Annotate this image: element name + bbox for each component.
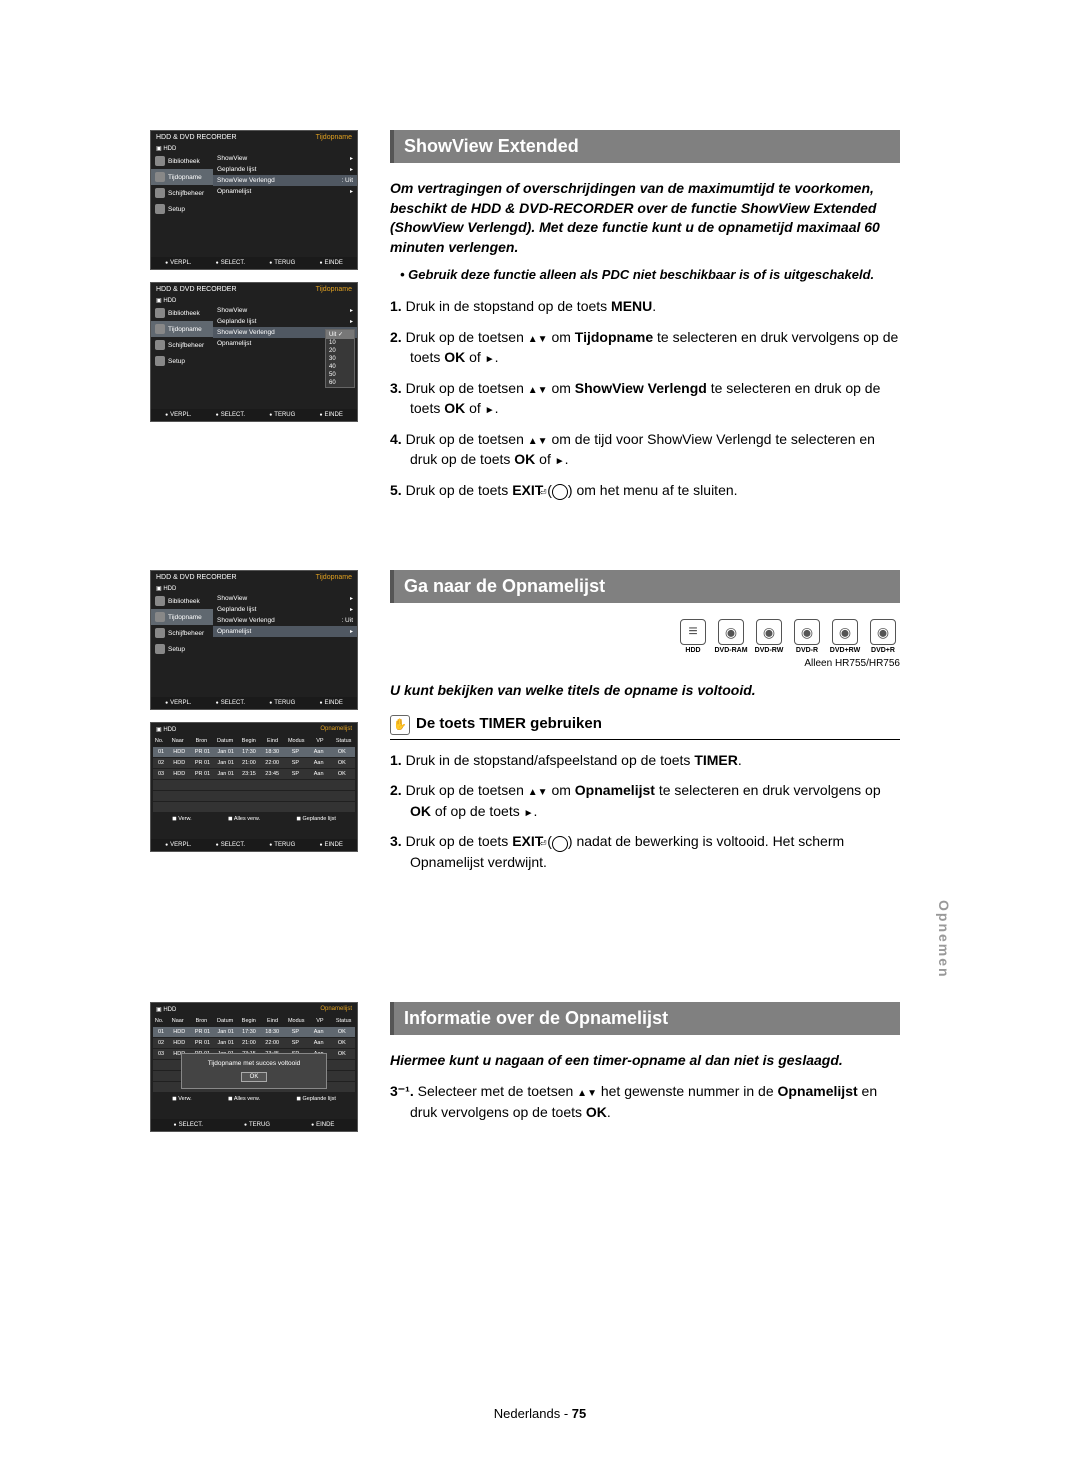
disc-note: Alleen HR755/HR756 — [390, 658, 900, 669]
osd-table-1: ▣ HDDOpnamelijst No.NaarBronDatumBeginEi… — [150, 722, 358, 852]
hand-icon — [390, 715, 416, 732]
bullet-1: Gebruik deze functie alleen als PDC niet… — [400, 267, 900, 282]
sub-title-2: De toets TIMER gebruiken — [390, 711, 900, 740]
steps-3: 3⁻¹. Selecteer met de toetsen het gewens… — [390, 1081, 900, 1122]
section-title-3: Informatie over de Opnamelijst — [390, 1002, 900, 1035]
section-title-2: Ga naar de Opnamelijst — [390, 570, 900, 603]
intro-2: U kunt bekijken van welke titels de opna… — [390, 681, 900, 701]
up-down-icon — [528, 329, 548, 345]
steps-1: 1. Druk in de stopstand op de toets MENU… — [390, 296, 900, 500]
intro-3: Hiermee kunt u nagaan of een timer-opnam… — [390, 1051, 900, 1071]
exit-icon — [552, 484, 568, 500]
right-icon — [485, 349, 495, 365]
steps-2: 1. Druk in de stopstand/afspeelstand op … — [390, 750, 900, 872]
osd-screenshot-1: HDD & DVD RECORDERTijdopname ▣ HDD Bibli… — [150, 130, 358, 270]
side-tab: Opnemen — [936, 900, 952, 979]
intro-1: Om vertragingen of overschrijdingen van … — [390, 179, 900, 257]
disc-row: HDDDVD-RAMDVD-RWDVD-RDVD+RWDVD+R — [390, 619, 900, 654]
page-footer: Nederlands - 75 — [0, 1406, 1080, 1421]
osd-screenshot-2: HDD & DVD RECORDERTijdopname ▣ HDD Bibli… — [150, 282, 358, 422]
section-title-1: ShowView Extended — [390, 130, 900, 163]
osd-table-2: ▣ HDDOpnamelijst No.NaarBronDatumBeginEi… — [150, 1002, 358, 1132]
osd-screenshot-3: HDD & DVD RECORDERTijdopname ▣ HDD Bibli… — [150, 570, 358, 710]
